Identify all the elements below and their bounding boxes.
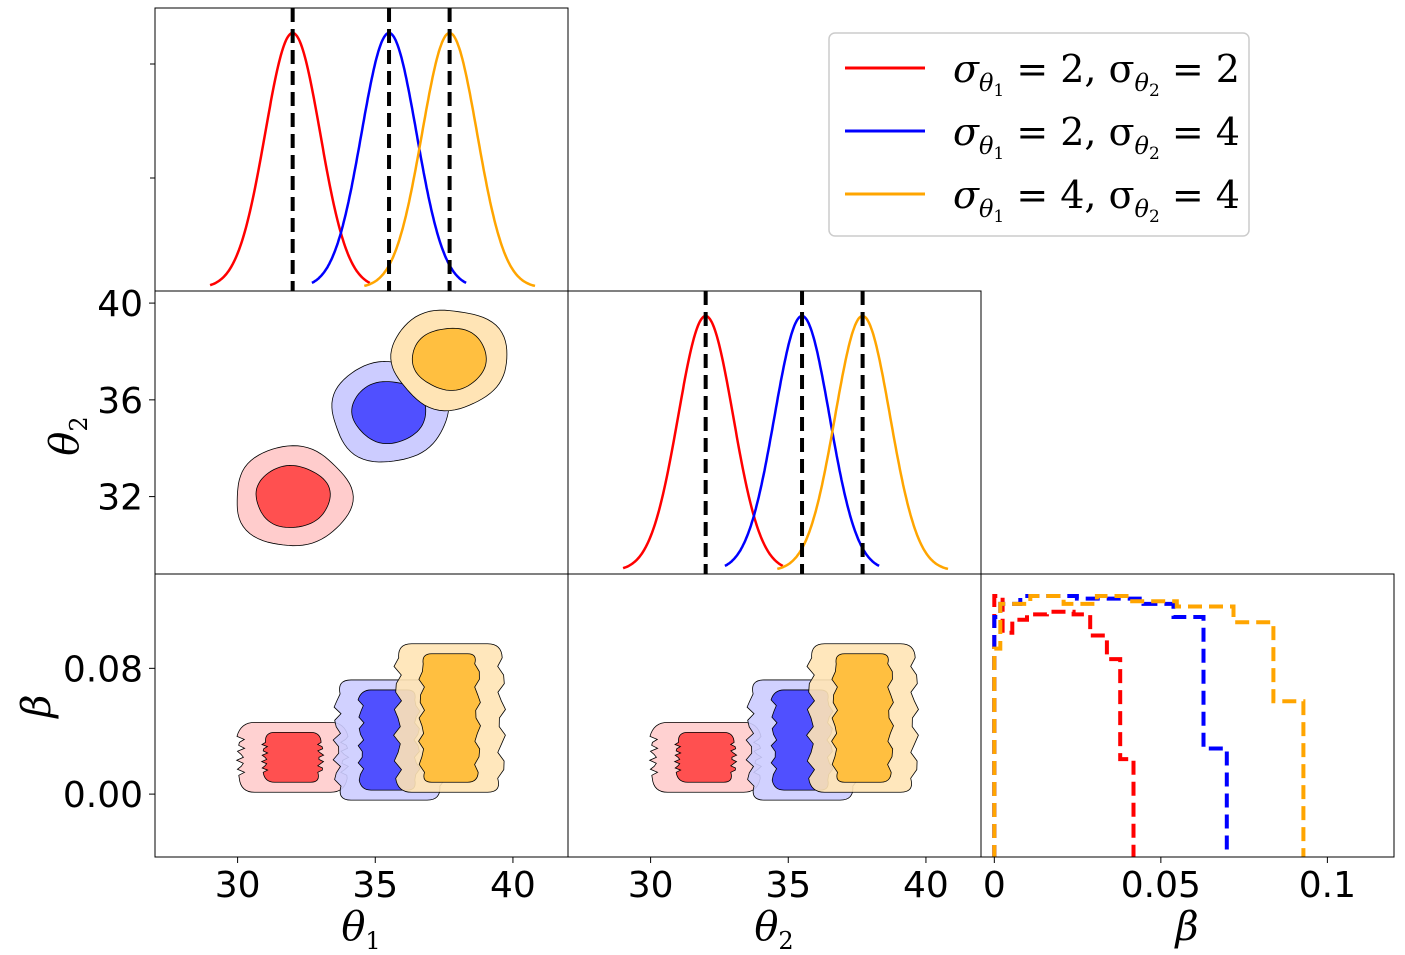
- theta2-col-xtick-label: 40: [903, 865, 949, 906]
- panel-theta1-marginal: [150, 7, 569, 292]
- ylabel-beta: β: [14, 694, 60, 719]
- marginal-curve-red-theta1: [209, 31, 371, 287]
- beta-contour-inner-red-theta2: [673, 731, 738, 783]
- legend-label-part: = 4: [1160, 110, 1240, 154]
- contour-inner-orange: [411, 327, 487, 391]
- panel-beta-hist: 0 0.05 0.1: [980, 573, 1395, 906]
- ylabel-theta2-subscript: 2: [65, 416, 93, 431]
- beta-col-xtick-label: 0: [983, 865, 1006, 906]
- legend-label-part: σ: [953, 173, 980, 217]
- legend-label-part: θ: [979, 132, 994, 160]
- beta-contour-inner-red-theta1: [260, 731, 325, 783]
- legend-box: [828, 32, 1250, 237]
- legend-label-part: θ: [979, 69, 994, 97]
- legend-label-part: σ: [953, 110, 980, 154]
- beta-col-xtick-label: 0.05: [1121, 865, 1201, 906]
- legend-label-part: = 4, σ: [1004, 173, 1134, 217]
- panel-theta1-marginal-frame: [154, 7, 569, 292]
- panel-theta2-marginal: [567, 290, 982, 575]
- beta-contour-inner-orange-theta1: [418, 653, 481, 783]
- beta-hist-orange: [992, 594, 1306, 857]
- panel-theta1-marginal-content: [209, 8, 536, 291]
- contour-inner-red: [255, 464, 331, 528]
- theta1-col-xtick-label: 30: [215, 865, 261, 906]
- legend-label-part: 1: [993, 81, 1004, 101]
- legend-label-part: 2: [1149, 81, 1160, 101]
- panel-theta2-marginal-content: [622, 291, 949, 574]
- panel-theta2-marginal-frame: [567, 290, 982, 575]
- marginal-curve-red-theta2: [622, 314, 784, 570]
- xlabel-theta2: θ2: [754, 904, 793, 955]
- panel-theta2-beta-content: [648, 643, 919, 801]
- legend-label-part: σ: [953, 47, 980, 91]
- legend-label-part: 2: [1149, 207, 1160, 227]
- legend-label-part: = 2, σ: [1004, 110, 1134, 154]
- theta2-row-ytick-label: 40: [97, 284, 143, 325]
- xlabel-theta1-subscript: 1: [365, 927, 380, 955]
- legend-label-1: σθ1 = 2, σθ2 = 4: [953, 110, 1240, 164]
- beta-contour-inner-orange-theta2: [831, 653, 894, 783]
- ylabel-theta2: θ2: [42, 416, 93, 455]
- panel-theta1-beta-content: [235, 643, 506, 801]
- beta-hist-red: [992, 594, 1136, 857]
- theta2-row-ytick-label: 36: [97, 381, 143, 422]
- panel-beta-hist-content: [992, 594, 1306, 857]
- beta-col-xtick-label: 0.1: [1299, 865, 1356, 906]
- legend-label-2: σθ1 = 4, σθ2 = 4: [953, 173, 1240, 227]
- panel-theta1-theta2: 32 36 40: [97, 284, 569, 575]
- theta2-col-xtick-label: 30: [628, 865, 674, 906]
- legend-label-part: θ: [979, 195, 994, 223]
- xlabel-theta1: θ1: [341, 904, 380, 955]
- panel-theta1-beta: 0.00 0.08 30 35 40: [63, 573, 569, 906]
- legend-label-0: σθ1 = 2, σθ2 = 2: [953, 47, 1240, 101]
- legend-label-part: = 4: [1160, 173, 1240, 217]
- legend-label-part: 1: [993, 207, 1004, 227]
- panel-theta2-beta: 30 35 40: [567, 573, 982, 906]
- legend-label-part: θ: [1135, 132, 1150, 160]
- beta-row-ytick-label: 0.00: [63, 775, 143, 816]
- theta2-col-xtick-label: 35: [765, 865, 811, 906]
- legend-label-part: θ: [1135, 195, 1150, 223]
- theta2-row-ytick-label: 32: [97, 478, 143, 519]
- legend-label-part: θ: [1135, 69, 1150, 97]
- legend-label-part: 2: [1149, 144, 1160, 164]
- panel-beta-hist-frame: [980, 573, 1395, 858]
- panel-theta1-theta2-content: [236, 309, 508, 547]
- theta1-col-xtick-label: 40: [490, 865, 536, 906]
- beta-hist-blue: [992, 594, 1229, 857]
- xlabel-beta: β: [1173, 904, 1198, 950]
- xlabel-theta2-subscript: 2: [778, 927, 793, 955]
- legend-label-part: = 2, σ: [1004, 47, 1134, 91]
- legend-label-part: = 2: [1160, 47, 1240, 91]
- beta-row-ytick-label: 0.08: [63, 649, 143, 690]
- legend-label-part: 1: [993, 144, 1004, 164]
- theta1-col-xtick-label: 35: [352, 865, 398, 906]
